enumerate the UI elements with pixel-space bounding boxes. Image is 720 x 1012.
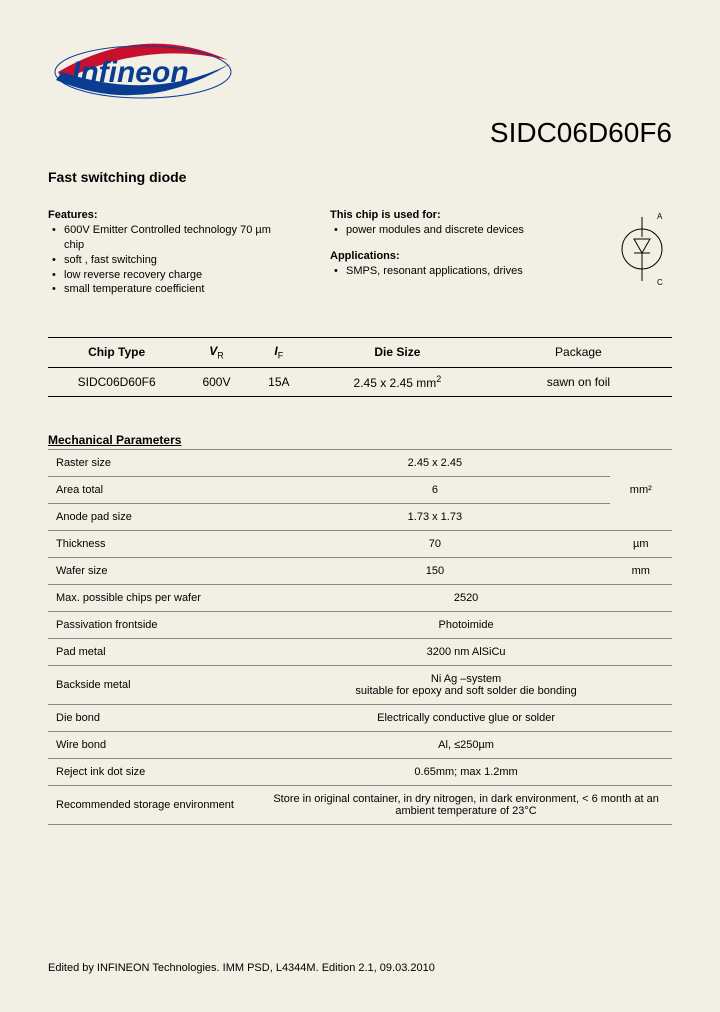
cell-if: 15A xyxy=(248,367,310,396)
subtitle: Fast switching diode xyxy=(48,169,672,185)
mech-value: 0.65mm; max 1.2mm xyxy=(260,758,672,785)
mech-value: 70 xyxy=(260,530,609,557)
used-for-list: power modules and discrete devices xyxy=(330,223,572,238)
table-row: Thickness 70 µm xyxy=(48,530,672,557)
features-heading: Features: xyxy=(48,209,290,221)
table-row: Anode pad size 1.73 x 1.73 xyxy=(48,503,672,530)
table-row: Passivation frontside Photoimide xyxy=(48,611,672,638)
list-item: low reverse recovery charge xyxy=(52,268,290,283)
cell-die-size: 2.45 x 2.45 mm2 xyxy=(310,367,485,396)
mech-unit: mm² xyxy=(610,449,672,530)
spec-header-vr: VR xyxy=(185,338,247,367)
table-row: Area total 6 xyxy=(48,476,672,503)
applications-list: SMPS, resonant applications, drives xyxy=(330,264,572,279)
mech-value: Store in original container, in dry nitr… xyxy=(260,785,672,824)
applications-heading: Applications: xyxy=(330,250,572,262)
table-row: Recommended storage environment Store in… xyxy=(48,785,672,824)
list-item: soft , fast switching xyxy=(52,253,290,268)
mech-label: Wire bond xyxy=(48,731,260,758)
svg-text:Infineon: Infineon xyxy=(72,56,189,89)
table-row: Pad metal 3200 nm AlSiCu xyxy=(48,638,672,665)
mech-value: 2.45 x 2.45 xyxy=(260,449,609,476)
mech-label: Anode pad size xyxy=(48,503,260,530)
mech-value: Ni Ag –system suitable for epoxy and sof… xyxy=(260,665,672,704)
svg-text:A: A xyxy=(657,212,663,221)
table-row: Raster size 2.45 x 2.45 mm² xyxy=(48,449,672,476)
spec-header-chip-type: Chip Type xyxy=(48,338,185,367)
spec-header-die-size: Die Size xyxy=(310,338,485,367)
mech-value: 1.73 x 1.73 xyxy=(260,503,609,530)
used-for-heading: This chip is used for: xyxy=(330,209,572,221)
mech-value: 150 xyxy=(260,557,609,584)
mech-label: Pad metal xyxy=(48,638,260,665)
table-row: Max. possible chips per wafer 2520 xyxy=(48,584,672,611)
usage-column: This chip is used for: power modules and… xyxy=(330,209,572,297)
mech-value: 3200 nm AlSiCu xyxy=(260,638,672,665)
mech-label: Area total xyxy=(48,476,260,503)
info-grid: Features: 600V Emitter Controlled techno… xyxy=(48,209,672,297)
mech-value: 6 xyxy=(260,476,609,503)
svg-text:C: C xyxy=(657,278,663,287)
mech-value: Photoimide xyxy=(260,611,672,638)
mech-unit: µm xyxy=(610,530,672,557)
cell-chip-type: SIDC06D60F6 xyxy=(48,367,185,396)
mech-label: Die bond xyxy=(48,704,260,731)
list-item: SMPS, resonant applications, drives xyxy=(334,264,572,279)
diode-symbol-icon: A C xyxy=(612,209,672,297)
features-list: 600V Emitter Controlled technology 70 µm… xyxy=(48,223,290,297)
footer-text: Edited by INFINEON Technologies. IMM PSD… xyxy=(48,962,435,974)
mech-value: Electrically conductive glue or solder xyxy=(260,704,672,731)
logo: Infineon xyxy=(48,32,672,107)
features-column: Features: 600V Emitter Controlled techno… xyxy=(48,209,290,297)
mech-label: Wafer size xyxy=(48,557,260,584)
mech-label: Max. possible chips per wafer xyxy=(48,584,260,611)
list-item: small temperature coefficient xyxy=(52,282,290,297)
mech-params-table: Raster size 2.45 x 2.45 mm² Area total 6… xyxy=(48,449,672,825)
table-row: Wafer size 150 mm xyxy=(48,557,672,584)
spec-header-package: Package xyxy=(485,338,672,367)
list-item: 600V Emitter Controlled technology 70 µm… xyxy=(52,223,290,253)
mech-value: 2520 xyxy=(260,584,672,611)
table-row: Reject ink dot size 0.65mm; max 1.2mm xyxy=(48,758,672,785)
spec-table: Chip Type VR IF Die Size Package SIDC06D… xyxy=(48,337,672,396)
mech-label: Backside metal xyxy=(48,665,260,704)
mech-params-title: Mechanical Parameters xyxy=(48,433,672,447)
table-row: Backside metal Ni Ag –system suitable fo… xyxy=(48,665,672,704)
mech-label: Passivation frontside xyxy=(48,611,260,638)
mech-label: Reject ink dot size xyxy=(48,758,260,785)
table-row: Die bond Electrically conductive glue or… xyxy=(48,704,672,731)
list-item: power modules and discrete devices xyxy=(334,223,572,238)
mech-unit: mm xyxy=(610,557,672,584)
mech-label: Recommended storage environment xyxy=(48,785,260,824)
table-row: SIDC06D60F6 600V 15A 2.45 x 2.45 mm2 saw… xyxy=(48,367,672,396)
table-row: Wire bond Al, ≤250µm xyxy=(48,731,672,758)
mech-label: Thickness xyxy=(48,530,260,557)
mech-label: Raster size xyxy=(48,449,260,476)
cell-package: sawn on foil xyxy=(485,367,672,396)
spec-header-if: IF xyxy=(248,338,310,367)
mech-value: Al, ≤250µm xyxy=(260,731,672,758)
cell-vr: 600V xyxy=(185,367,247,396)
part-number: SIDC06D60F6 xyxy=(48,117,672,149)
